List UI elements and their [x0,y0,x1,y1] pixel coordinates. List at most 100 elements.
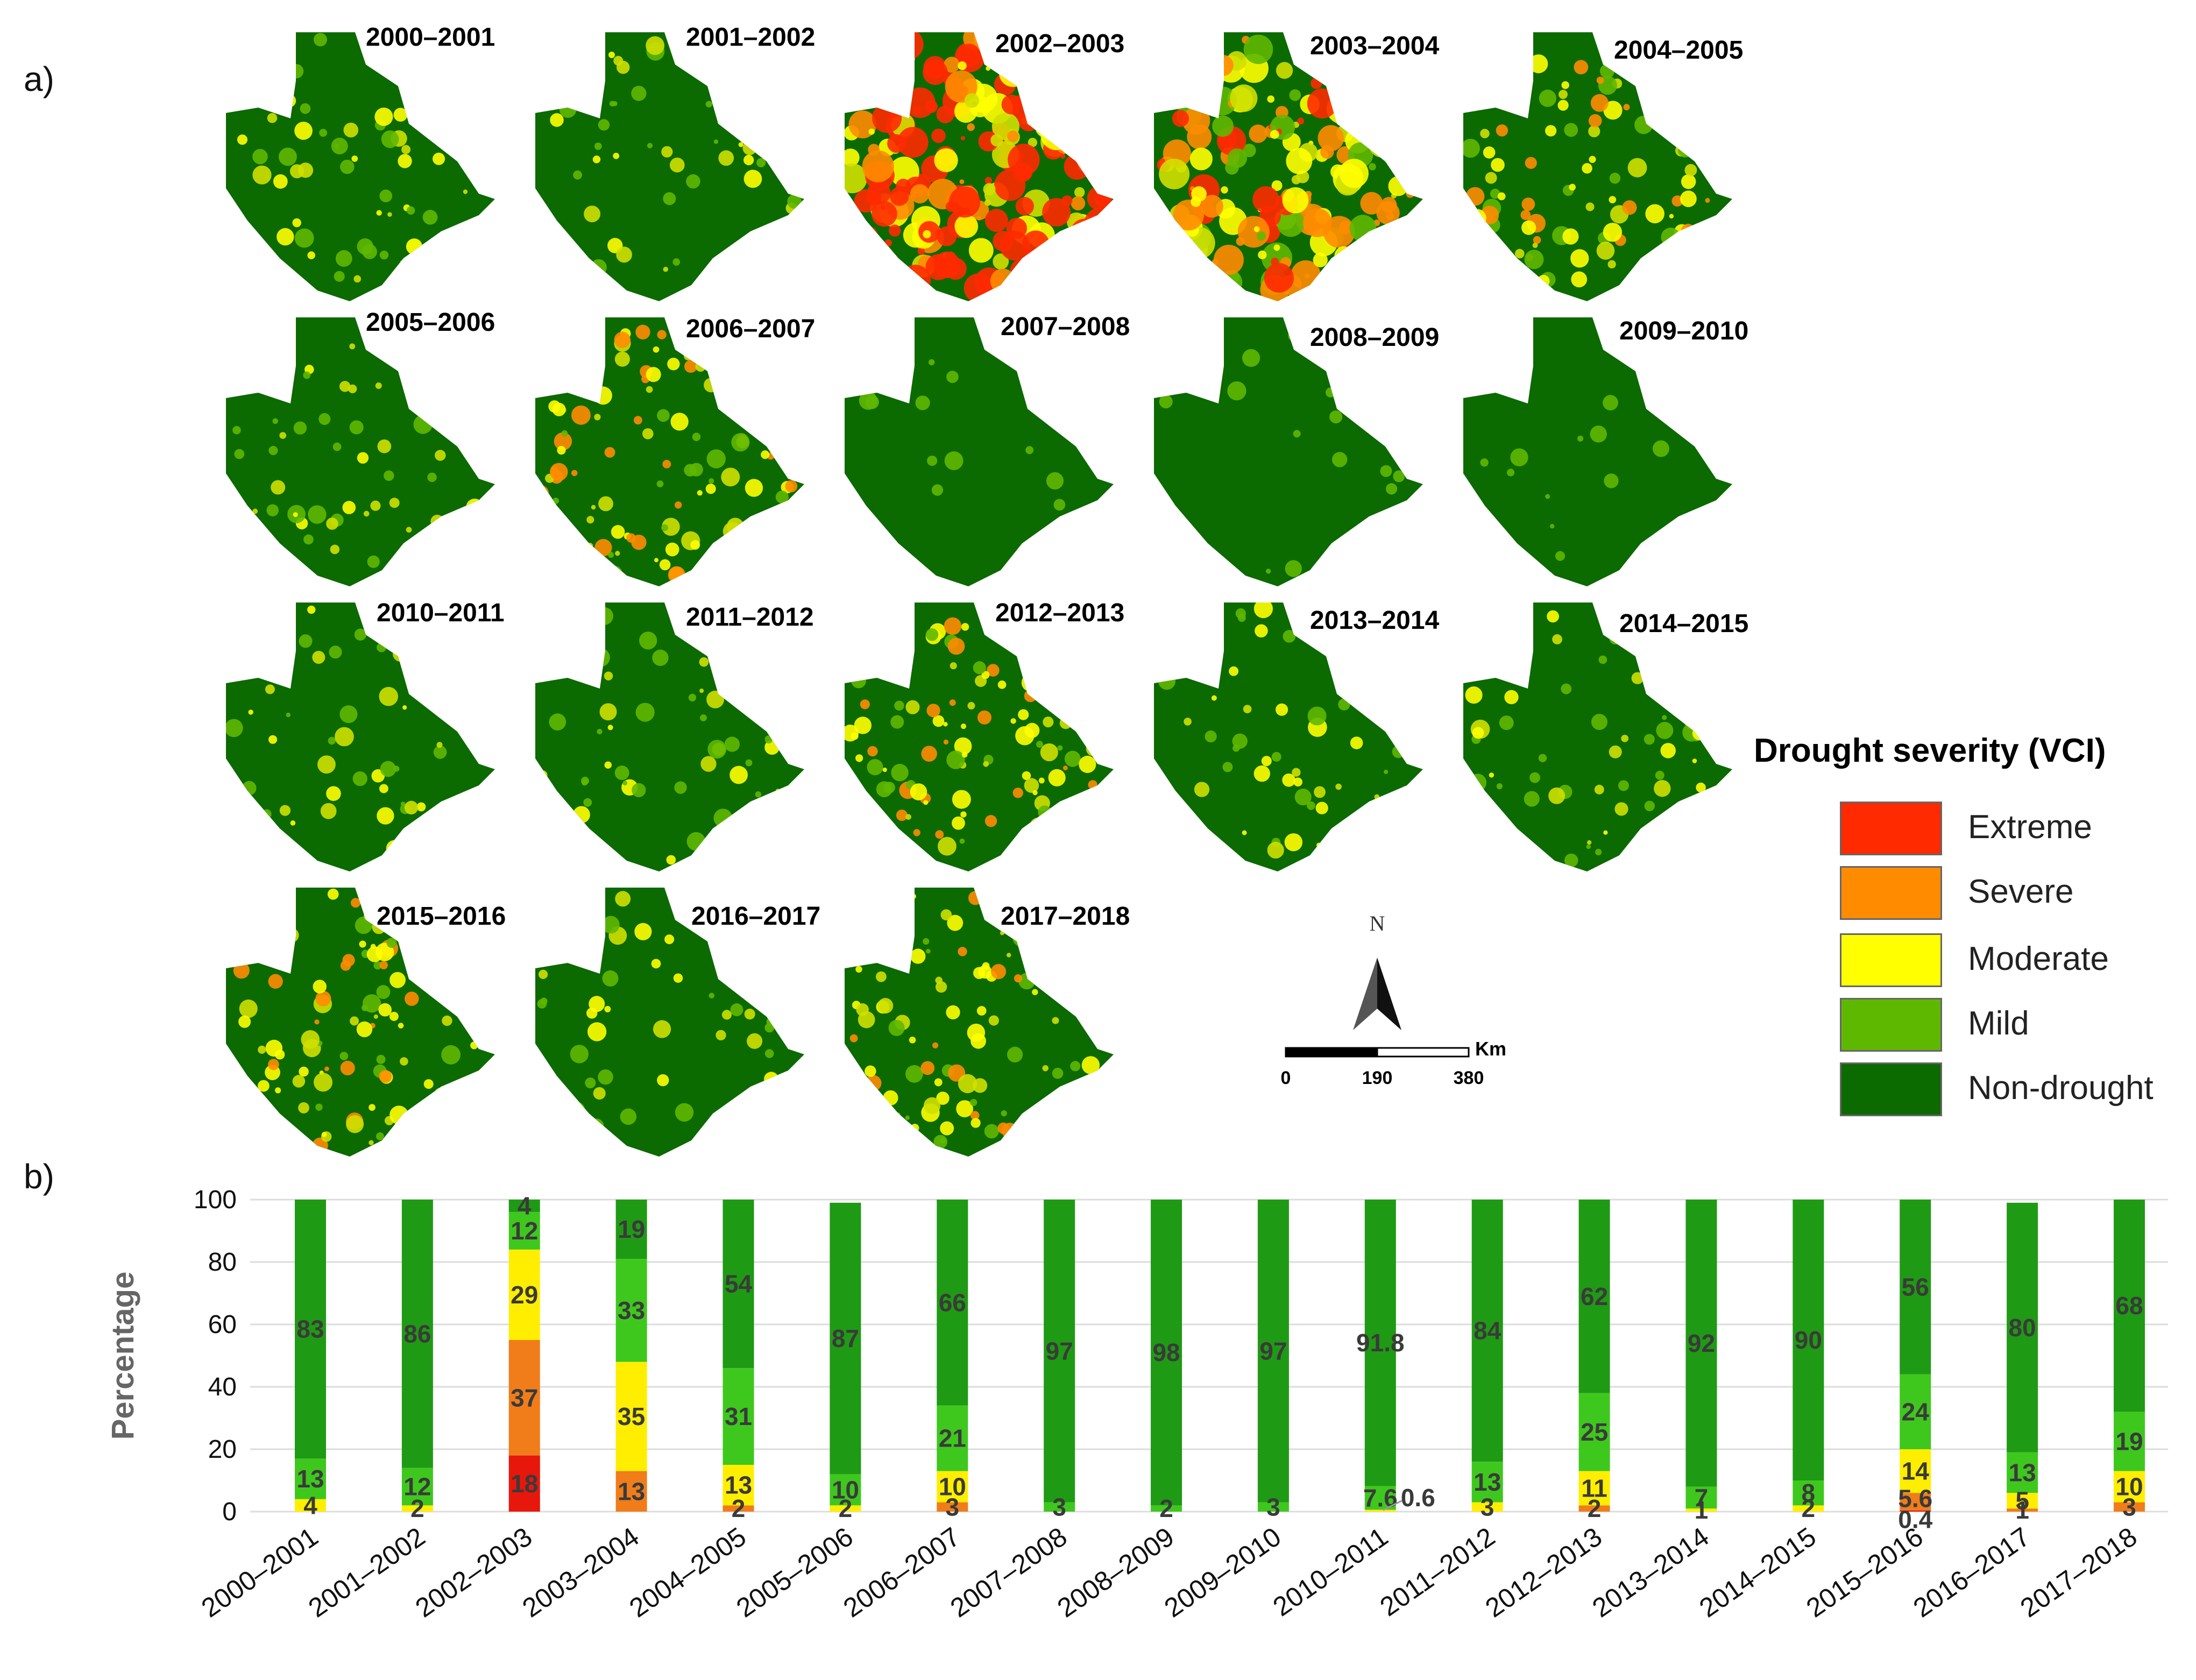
drought-map: 2006–2007 [530,301,831,592]
data-label: 33 [618,1296,645,1324]
drought-map-shape [226,32,495,301]
drought-map: 2004–2005 [1458,16,1759,307]
bar-segment [508,1340,540,1456]
x-tick-label: 2013–2014 [1587,1521,1715,1623]
x-tick-label: 2014–2015 [1694,1521,1822,1623]
bar-segment [295,1200,326,1459]
x-tick-label: 2011–2012 [1375,1521,1500,1622]
bar-segment [508,1200,540,1213]
data-label: 83 [296,1315,324,1343]
data-label: 5 [2015,1487,2029,1515]
data-label: 29 [511,1281,538,1309]
stacked-bar-chart: 0 20 40 60 80 100 Percentage 2000–20012001–2002… [105,1186,2168,1624]
bar-segment [2007,1493,2038,1509]
x-tick-label: 2002–2003 [410,1521,537,1623]
data-label: 7 [1695,1484,1709,1512]
bar-segment [2007,1508,2038,1512]
legend-item: Moderate [1840,933,2196,990]
map-year-title: 2012–2013 [995,599,1125,627]
map-year-title: 2008–2009 [1310,323,1440,352]
data-label: 0.4 [1898,1506,1932,1534]
bar-segment [1793,1480,1824,1506]
data-label: 3 [2122,1493,2136,1521]
y-tick-label: 100 [194,1186,237,1214]
drought-map-shape [226,602,495,871]
bar-segment [937,1405,968,1471]
data-label: 37 [511,1384,538,1412]
bar-segment [1257,1200,1289,1502]
bar-segment [2114,1200,2145,1412]
map-year-title: 2013–2014 [1310,606,1440,635]
data-label: 13 [725,1471,752,1499]
data-label: 13 [618,1477,645,1505]
drought-map-shape [845,888,1114,1157]
data-label: 97 [1259,1337,1287,1365]
bar-segment [508,1212,540,1250]
bar-segment [1471,1200,1503,1462]
north-arrow-icon: N [1353,911,1401,1030]
bar-segment [508,1455,540,1512]
map-year-title: 2015–2016 [377,902,506,931]
data-label: 2 [732,1494,746,1522]
map-year-title: 2016–2017 [691,902,821,931]
data-label: 80 [2009,1314,2036,1342]
data-label: 62 [1581,1282,1608,1310]
drought-map: 2010–2011 [221,586,522,877]
data-label: 35 [618,1402,645,1430]
legend-label: Extreme [1968,809,2092,846]
drought-map-shape [535,888,804,1157]
data-label: 90 [1795,1326,1822,1354]
data-label: 1 [1695,1496,1709,1524]
bar-segment [295,1458,326,1499]
bar-segment [937,1471,968,1502]
bar-segment [2114,1502,2145,1512]
data-label: 2 [1802,1494,1816,1522]
leader-line [1383,1500,1402,1511]
legend-item: Extreme [1840,802,2196,858]
bar-segment [2007,1452,2038,1493]
data-label: 4 [303,1491,317,1519]
panel-a-label: a) [24,60,54,98]
data-label: 3 [1266,1493,1280,1521]
drought-map: 2007–2008 [839,301,1140,592]
drought-map-shape [1154,32,1423,301]
bar-segment [615,1471,647,1512]
bar-segment [615,1362,647,1471]
y-tick-label: 20 [208,1435,237,1464]
scale-tick-190: 190 [1362,1068,1393,1088]
bar-segment [1044,1502,1075,1512]
x-tick-label: 2016–2017 [1908,1521,2035,1623]
scale-bar: Km 0 190 380 [1281,1038,1506,1088]
bar-segment [401,1200,433,1468]
map-year-title: 2005–2006 [366,308,495,337]
data-label: 7.6 [1363,1484,1398,1512]
bar-segment [1793,1200,1824,1480]
drought-map: 2002–2003 [839,16,1140,307]
map-year-title: 2002–2003 [995,30,1125,58]
drought-map: 2014–2015 [1458,586,1759,877]
map-year-title: 2000–2001 [366,23,495,52]
bar-segment [1900,1449,1931,1493]
map-year-title: 2011–2012 [686,603,814,632]
data-label: 8 [1802,1479,1816,1507]
data-label: 1 [2015,1496,2029,1524]
x-tick-label: 2015–2016 [1801,1521,1928,1623]
bar-segment [1685,1486,1717,1509]
legend-swatch [1840,1062,1942,1116]
x-tick-label: 2006–2007 [838,1521,965,1623]
scale-tick-380: 380 [1454,1068,1484,1088]
map-year-title: 2004–2005 [1614,36,1744,65]
data-label: 31 [725,1402,752,1430]
drought-map: 2000–2001 [221,16,522,307]
data-label: 84 [1474,1317,1501,1345]
map-year-title: 2017–2018 [1001,902,1130,931]
bar-segment [401,1468,433,1506]
data-label: 3 [1480,1493,1494,1521]
data-label: 18 [511,1470,538,1498]
data-label: 2 [839,1494,853,1522]
legend-swatch [1840,998,1942,1052]
bar-segment [1900,1493,1931,1511]
data-label: 19 [2115,1428,2143,1456]
y-axis-title: Percentage [105,1272,140,1440]
data-label: 2 [1159,1494,1173,1522]
